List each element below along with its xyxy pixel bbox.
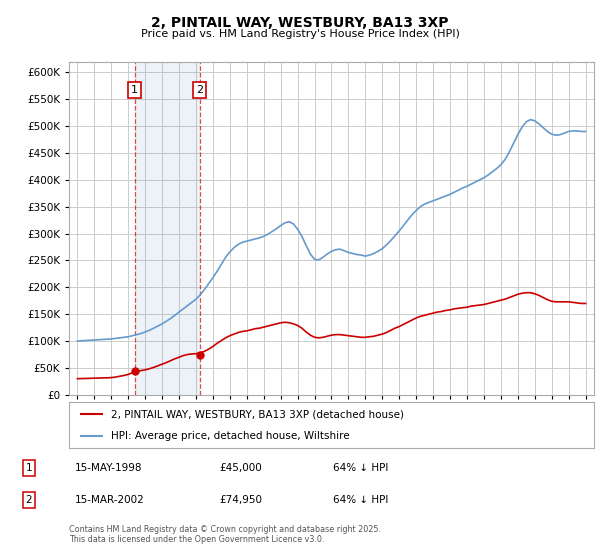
- Text: 1: 1: [25, 463, 32, 473]
- Text: 1: 1: [131, 85, 138, 95]
- Text: 2: 2: [196, 85, 203, 95]
- Text: £74,950: £74,950: [219, 495, 262, 505]
- Text: Contains HM Land Registry data © Crown copyright and database right 2025.
This d: Contains HM Land Registry data © Crown c…: [69, 525, 381, 544]
- Text: 64% ↓ HPI: 64% ↓ HPI: [333, 495, 388, 505]
- Text: 64% ↓ HPI: 64% ↓ HPI: [333, 463, 388, 473]
- Text: 15-MAR-2002: 15-MAR-2002: [75, 495, 145, 505]
- Text: 2: 2: [25, 495, 32, 505]
- Text: £45,000: £45,000: [219, 463, 262, 473]
- Text: Price paid vs. HM Land Registry's House Price Index (HPI): Price paid vs. HM Land Registry's House …: [140, 29, 460, 39]
- Text: HPI: Average price, detached house, Wiltshire: HPI: Average price, detached house, Wilt…: [111, 431, 350, 441]
- Text: 15-MAY-1998: 15-MAY-1998: [75, 463, 143, 473]
- Bar: [135, 62, 200, 395]
- Text: 2, PINTAIL WAY, WESTBURY, BA13 3XP (detached house): 2, PINTAIL WAY, WESTBURY, BA13 3XP (deta…: [111, 409, 404, 419]
- Text: 2, PINTAIL WAY, WESTBURY, BA13 3XP: 2, PINTAIL WAY, WESTBURY, BA13 3XP: [151, 16, 449, 30]
